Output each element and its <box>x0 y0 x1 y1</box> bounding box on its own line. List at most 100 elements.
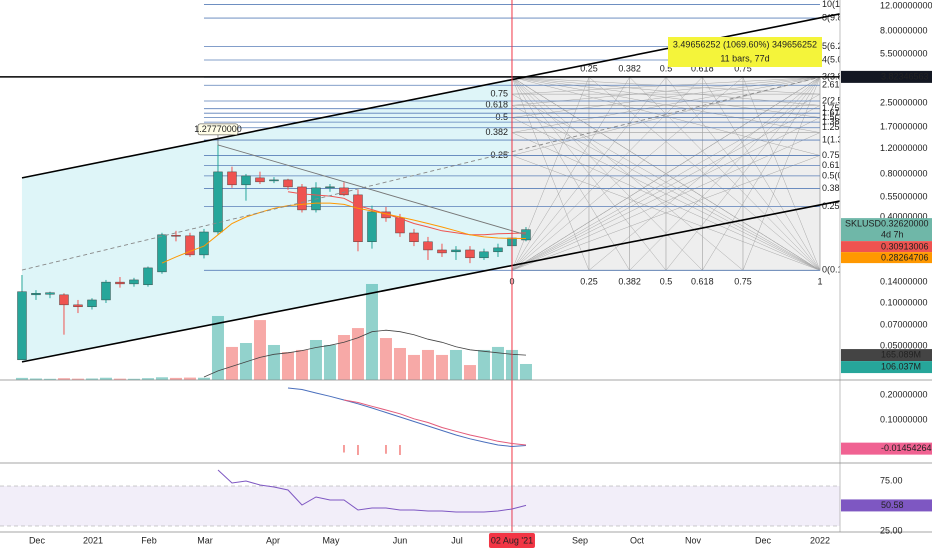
x-tick-label: Jun <box>393 535 408 545</box>
candle-body <box>465 249 475 259</box>
candle-body <box>157 234 167 273</box>
price-badge-label: 165.089M <box>881 349 921 359</box>
gann-label-bottom: 0.5 <box>660 277 673 287</box>
price-badge <box>841 442 932 455</box>
y-tick-label: 0.14000000 <box>880 276 928 286</box>
gann-fan <box>511 76 744 271</box>
measure-text: 11 bars, 77d <box>720 53 769 63</box>
volume-bar <box>127 378 140 380</box>
gann-label-left: 0.5 <box>495 112 508 122</box>
rsi-line <box>217 469 527 513</box>
gann-label-left: 0.382 <box>485 127 508 137</box>
candle-body <box>353 194 363 243</box>
candle-body <box>171 235 181 237</box>
candle-body <box>87 299 97 308</box>
gann-label-bottom: 0.25 <box>580 277 598 287</box>
candle-body <box>283 179 293 188</box>
gann-fan <box>588 76 821 271</box>
macd-histogram <box>343 445 345 453</box>
y-tick-label: 0.10000000 <box>880 297 928 307</box>
x-tick-label: Mar <box>197 535 213 545</box>
x-tick-label: Sep <box>572 535 588 545</box>
volume-bar <box>449 349 462 380</box>
rsi-tick-label: 25.00 <box>880 525 903 535</box>
price-badge-label: 0.32620000 <box>881 218 929 228</box>
candle-body <box>143 267 153 286</box>
volume-bar <box>71 378 84 380</box>
price-badge <box>841 349 932 362</box>
candle-body <box>451 249 461 253</box>
x-tick-label: Dec <box>29 535 46 545</box>
y-tick-label: 12.00000000 <box>880 0 932 10</box>
macd-histogram <box>399 445 401 455</box>
volume-bar <box>197 377 210 380</box>
volume-bar <box>57 378 70 380</box>
macd-histogram <box>357 445 359 455</box>
volume-bar <box>85 378 98 380</box>
volume-bar <box>407 354 420 380</box>
volume-bar <box>211 315 224 380</box>
volume-bar <box>477 349 490 380</box>
candle-body <box>325 186 335 189</box>
price-badge <box>841 218 932 242</box>
macd-line <box>287 387 527 448</box>
price-badge <box>841 499 932 512</box>
volume-bar <box>15 377 28 380</box>
candle-body <box>297 186 307 211</box>
price-badge <box>841 241 932 253</box>
candle-body <box>479 251 489 259</box>
price-badge-label: 106.037M <box>881 361 921 371</box>
price-badge-label: -0.01454264 <box>881 443 932 453</box>
gann-label-left: 0.618 <box>485 100 508 110</box>
candle-body <box>227 171 237 186</box>
price-badge <box>841 361 932 374</box>
macd-line <box>343 399 527 446</box>
volume-bar <box>43 378 56 380</box>
x-tick-label: Oct <box>630 535 645 545</box>
candle-body <box>101 281 111 301</box>
candle-body <box>59 294 69 306</box>
x-tick-label: Nov <box>685 535 702 545</box>
y-tick-label: 2.50000000 <box>880 98 928 108</box>
gann-fan <box>629 77 821 271</box>
channel-fill <box>21 79 512 362</box>
volume-bar <box>393 347 406 380</box>
gann-label-top: 0.382 <box>618 64 641 74</box>
candle-body <box>31 293 41 296</box>
volume-bar <box>29 378 42 380</box>
gann-fan <box>511 76 821 118</box>
volume-bar <box>351 328 364 380</box>
volume-bar <box>295 349 308 380</box>
volume-bar <box>183 377 196 380</box>
volume-bar <box>323 344 336 380</box>
y-tick-label: 5.50000000 <box>880 49 928 59</box>
volume-bar <box>491 346 504 380</box>
measure-box <box>668 37 822 67</box>
volume-bar <box>169 377 182 380</box>
y-tick-label: 8.00000000 <box>880 25 928 35</box>
moving-average <box>161 202 527 264</box>
measure-text: 3.49656252 (1069.60%) 349656252 <box>673 39 817 49</box>
cursor-label: 02 Aug '21 <box>491 535 533 545</box>
cursor-badge <box>488 533 535 548</box>
macd-tick-label: 0.20000000 <box>880 389 928 399</box>
gann-label-bottom: 0.75 <box>734 277 752 287</box>
candle-body <box>269 179 279 182</box>
gann-fan <box>742 77 821 271</box>
gann-fan <box>511 77 590 271</box>
price-badge <box>841 70 932 83</box>
volume-bar <box>141 378 154 380</box>
y-tick-label: 0.40000000 <box>880 211 928 221</box>
trend-line <box>21 76 821 271</box>
macd-tick-label: 0.10000000 <box>880 414 928 424</box>
gann-fan <box>511 77 630 271</box>
candle-body <box>185 235 195 256</box>
price-badge-label: 0.30913006 <box>881 241 929 251</box>
y-tick-label: 0.07000000 <box>880 319 928 329</box>
volume-bar <box>337 335 350 380</box>
y-tick-label: 0.55000000 <box>880 192 928 202</box>
candle-body <box>115 281 125 285</box>
candle-body <box>367 211 377 243</box>
x-tick-label: Dec <box>755 535 772 545</box>
